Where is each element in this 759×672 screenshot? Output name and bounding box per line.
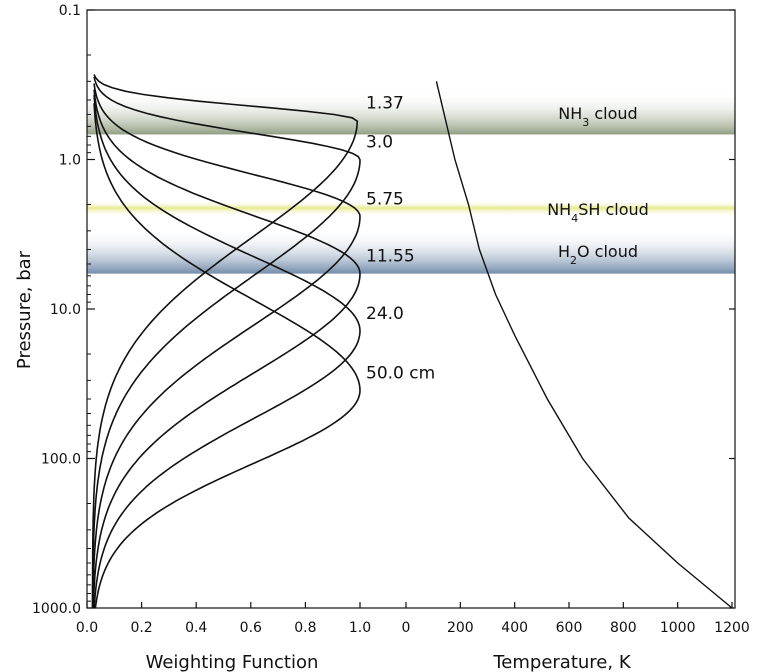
y-tick-label-3: 100.0 (41, 452, 81, 468)
series-label-3: 11.55 (366, 247, 415, 267)
temperature-curve (435, 81, 733, 609)
x-tick-label-weighting-1: 0.2 (130, 620, 152, 636)
temperature-profile (435, 81, 733, 609)
weighting-curves (91, 74, 361, 609)
series-label-1: 3.0 (366, 133, 393, 153)
x-tick-label-temperature-3: 600 (556, 620, 583, 636)
series-label-4: 24.0 (366, 304, 404, 324)
weighting-curve-0 (91, 74, 359, 608)
x-tick-label-weighting-0: 0.0 (76, 620, 98, 636)
y-tick-label-1: 1.0 (59, 153, 81, 169)
x-tick-label-temperature-5: 1000 (660, 620, 696, 636)
y-tick-label-2: 10.0 (50, 302, 81, 318)
weighting-curve-1 (91, 76, 361, 608)
y-tick-label-0: 0.1 (59, 3, 81, 19)
y-axis-title: Pressure, bar (14, 250, 35, 369)
cloud-label-2: H2O cloud (558, 242, 638, 267)
cloud-band-1 (87, 201, 735, 217)
y-tick-label-4: 1000.0 (32, 601, 81, 617)
series-labels: 1.37 3.0 5.75 11.55 24.0 50.0 cm (366, 94, 435, 384)
x-tick-label-temperature-2: 400 (501, 620, 528, 636)
cloud-band-0 (87, 91, 735, 135)
x-tick-label-weighting-2: 0.4 (185, 620, 207, 636)
cloud-label-0: NH3 cloud (558, 104, 637, 129)
series-label-2: 5.75 (366, 189, 404, 209)
weighting-curve-2 (92, 83, 361, 609)
x-tick-label-temperature-1: 200 (447, 620, 474, 636)
x-tick-label-weighting-5: 1.0 (349, 620, 371, 636)
series-label-5: 50.0 cm (366, 363, 435, 383)
x-tick-label-temperature-6: 1200 (714, 620, 750, 636)
axis-ticks: 0.1 1.0 10.0 100.0 1000.0 0.0 0.2 0.4 0.6 0.8 1.0 0… (32, 3, 750, 636)
x-tick-label-temperature-0: 0 (402, 620, 411, 636)
x-axis-title-temperature: Temperature, K (492, 652, 631, 672)
weighting-curve-5 (93, 103, 361, 609)
x-tick-label-temperature-4: 800 (610, 620, 637, 636)
x-axis-title-weighting: Weighting Function (146, 652, 319, 672)
cloud-label-1: NH4SH cloud (547, 200, 649, 225)
series-label-0: 1.37 (366, 94, 404, 114)
x-tick-label-weighting-3: 0.6 (240, 620, 262, 636)
x-tick-label-weighting-4: 0.8 (294, 620, 316, 636)
weighting-curve-4 (93, 94, 361, 609)
weighting-curve-3 (92, 89, 361, 609)
